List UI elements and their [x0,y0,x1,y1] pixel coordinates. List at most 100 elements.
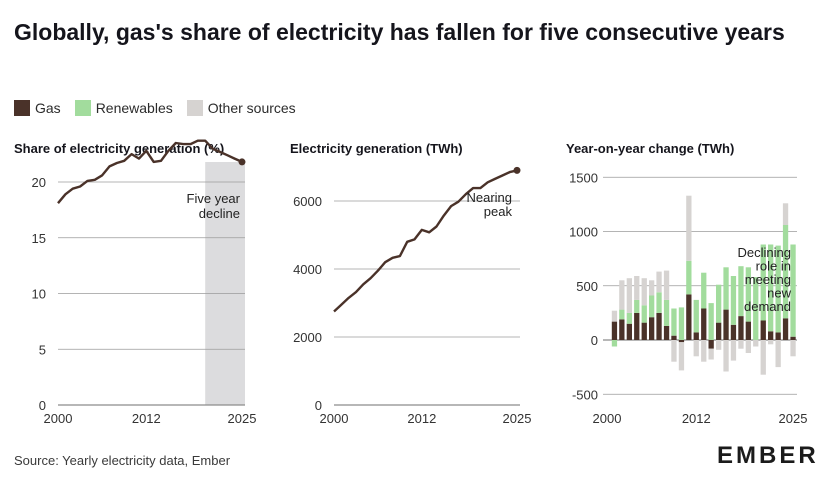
change-bar-renewables [775,245,781,333]
legend-swatch-renewables [74,100,91,116]
share-annotation: Five year [187,191,241,206]
chart-title: Globally, gas's share of electricity has… [14,19,785,45]
ember-logo: EMBER [717,442,819,469]
change-bar-gas [745,321,751,340]
generation-y-tick-label: 6000 [293,194,322,209]
change-bar-other-sources [768,340,774,345]
change-bar-renewables [686,260,692,295]
change-bar-other-sources [656,271,662,293]
change-annotation: new [767,286,791,301]
change-bar-other-sources [693,340,699,357]
change-bar-other-sources [723,340,729,372]
generation-x-tick-label: 2012 [407,411,436,426]
change-bar-other-sources [775,340,781,368]
change-bar-renewables [708,303,714,340]
change-annotation: Declining [738,245,791,260]
change-bar-gas [641,322,647,340]
share-x-tick-label: 2000 [44,411,73,426]
generation-y-tick-label: 2000 [293,330,322,345]
change-bar-other-sources [686,195,692,261]
change-y-tick-label: 0 [591,333,598,348]
change-bar-other-sources [730,340,737,361]
change-bar-renewables [760,244,766,321]
change-bar-gas [775,332,781,340]
change-bar-renewables [745,267,751,322]
generation-x-tick-label: 2025 [503,411,532,426]
change-bar-renewables [656,292,662,313]
change-bar-gas [686,294,692,340]
change-bar-gas [790,336,796,340]
change-bar-other-sources [760,340,766,375]
legend-swatch-other-sources [186,100,203,116]
change-bar-gas [760,320,766,340]
generation-y-tick-label: 0 [315,398,322,413]
change-bar-other-sources [634,276,640,300]
generation-gas-line [333,169,518,313]
change-y-tick-label: 1000 [569,225,598,240]
legend-item-other-sources: Other sources [186,100,296,116]
change-y-tick-label: -500 [572,387,598,402]
share-y-tick-label: 20 [32,175,46,190]
change-bar-other-sources [701,340,707,362]
generation-y-tick-label: 4000 [293,262,322,277]
legend-swatch-gas [14,100,30,116]
change-bar-renewables [641,305,647,323]
change-bar-gas [678,340,685,343]
change-bar-other-sources [738,340,744,349]
change-bar-renewables [611,340,618,347]
change-bar-other-sources [663,270,670,300]
generation-x-tick-label: 2000 [320,411,349,426]
change-bar-gas [716,322,722,340]
share-panel-title: Share of electricity generation (%) [14,141,225,156]
change-bar-renewables [782,225,789,319]
change-bar-other-sources [782,203,789,225]
change-bar-gas [663,325,670,340]
share-gas-line [57,139,243,204]
change-bar-other-sources [649,280,655,296]
change-bar-gas [656,312,662,340]
generation-end-point [513,166,521,174]
change-bar-other-sources [790,340,796,357]
change-bar-renewables [619,309,625,320]
generation-panel-title: Electricity generation (TWh) [290,141,463,156]
share-x-tick-label: 2025 [228,411,257,426]
change-bar-renewables [649,295,655,318]
legend-label-other-sources: Other sources [207,100,296,116]
change-bar-renewables [701,272,707,309]
change-bar-gas [611,321,618,340]
change-bar-gas [768,331,774,340]
legend-label-gas: Gas [35,100,61,116]
change-x-tick-label: 2012 [682,411,711,426]
change-bar-renewables [790,244,796,337]
change-bar-gas [649,317,655,340]
share-x-tick-label: 2012 [132,411,161,426]
change-bar-gas [619,319,625,340]
source-note: Source: Yearly electricity data, Ember [14,453,231,468]
change-bar-renewables [753,277,759,340]
change-x-tick-label: 2000 [593,411,622,426]
share-annotation: decline [199,206,240,221]
change-bar-other-sources [611,310,618,322]
change-bar-other-sources [745,340,751,353]
change-bar-gas [671,335,677,340]
change-bar-gas [701,308,707,340]
change-bar-other-sources [626,278,632,313]
change-bar-other-sources [619,280,625,310]
change-bar-gas [708,340,714,349]
change-bar-other-sources [671,340,677,362]
change-bar-gas [626,323,632,340]
change-bar-other-sources [708,348,714,360]
change-bar-other-sources [716,340,722,350]
change-bar-gas [723,309,729,340]
change-bar-renewables [626,312,632,324]
change-bar-gas [730,324,737,340]
change-bar-renewables [678,307,685,340]
change-bar-renewables [693,299,699,333]
change-bar-gas [782,318,789,340]
change-x-tick-label: 2025 [779,411,808,426]
change-bar-renewables [671,308,677,336]
share-y-tick-label: 5 [39,342,46,357]
legend: Gas Renewables Other sources [14,100,296,116]
change-bar-gas [634,312,640,340]
